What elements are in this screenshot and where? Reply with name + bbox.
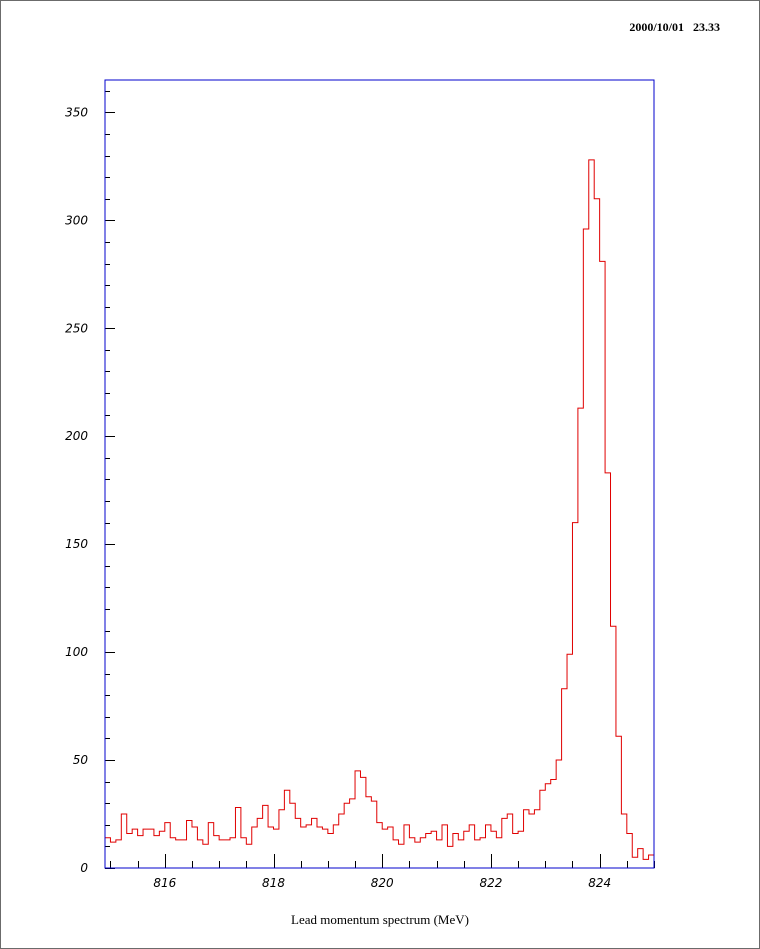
y-tick-label: 350 [65, 105, 88, 119]
y-tick-label: 250 [65, 321, 88, 335]
timestamp: 2000/10/01 23.33 [629, 20, 720, 34]
x-tick-label: 822 [479, 876, 502, 890]
y-axis: 0 50 100 150 200 250 300 350 [65, 91, 115, 875]
x-tick-label: 820 [371, 876, 394, 890]
x-axis-label: Lead momentum spectrum (MeV) [291, 912, 469, 927]
x-tick-label: 824 [588, 876, 611, 890]
y-tick-label: 200 [65, 429, 88, 443]
y-tick-label: 50 [73, 753, 89, 767]
x-tick-label: 818 [262, 876, 285, 890]
y-tick-label: 300 [65, 213, 88, 227]
x-tick-label: 816 [153, 876, 176, 890]
y-tick-label: 100 [65, 645, 88, 659]
x-axis: 816 818 820 822 824 [110, 854, 655, 890]
histogram-line [105, 159, 654, 860]
y-tick-label: 150 [65, 537, 88, 551]
plot-frame [104, 79, 655, 869]
y-tick-label: 0 [80, 861, 88, 875]
